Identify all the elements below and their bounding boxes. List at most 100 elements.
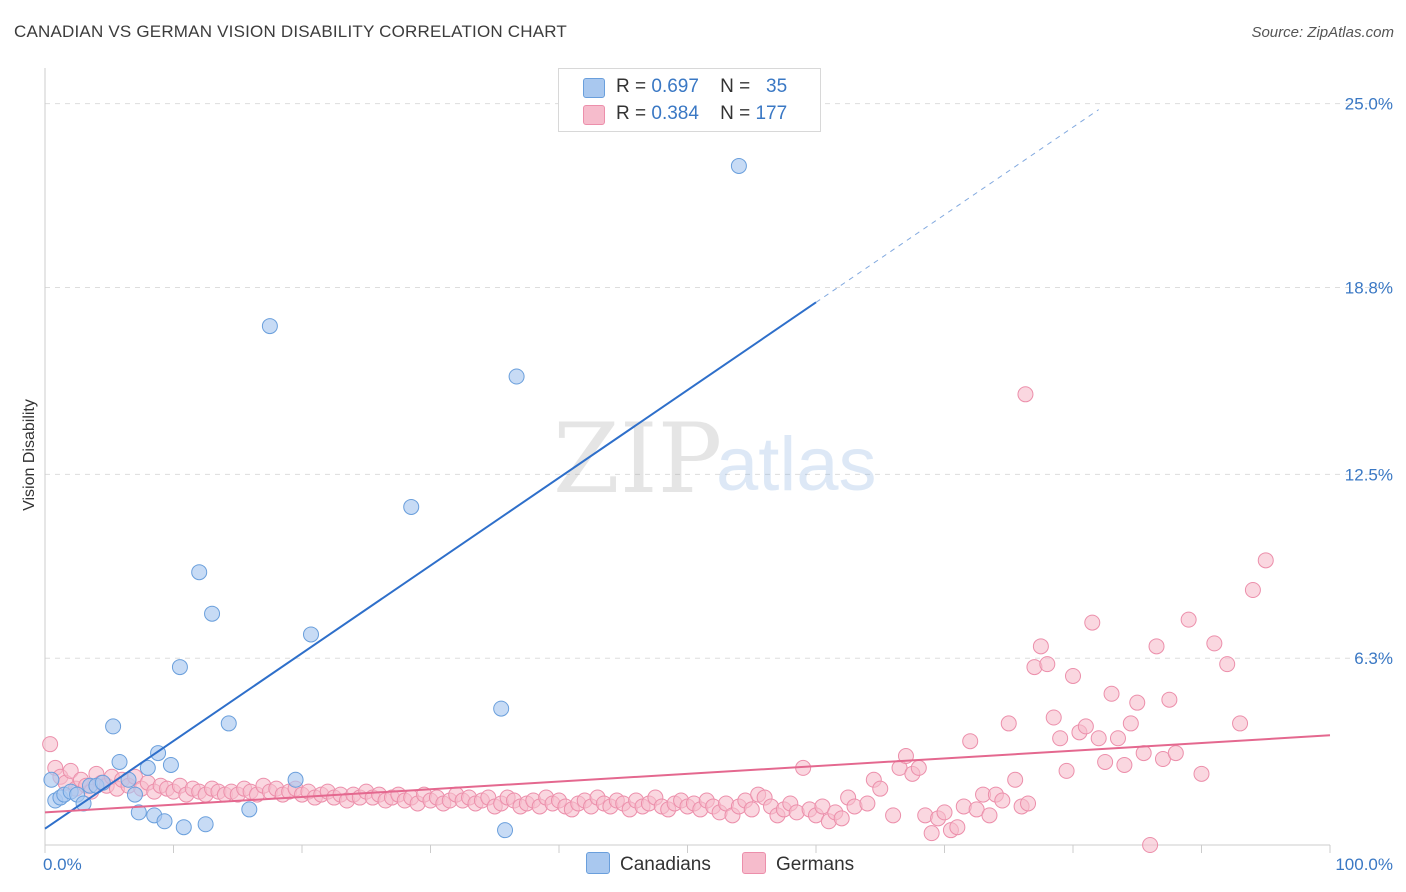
germans-point xyxy=(1020,795,1037,812)
germans-point xyxy=(962,733,979,750)
canadians-point xyxy=(261,318,278,335)
x-tick-label: 100.0% xyxy=(1335,855,1393,874)
germans-point xyxy=(1219,656,1236,673)
germans-point xyxy=(949,819,966,836)
germans-swatch xyxy=(583,105,605,125)
canadians-point xyxy=(171,659,188,676)
canadians-point xyxy=(403,498,420,515)
canadians-point xyxy=(197,816,214,833)
germans-point xyxy=(994,792,1011,809)
canadians-legend-label: Canadians xyxy=(620,854,711,875)
canadians-point xyxy=(287,771,304,788)
legend-n-label: N = xyxy=(720,103,751,124)
canadians-point xyxy=(126,786,143,803)
germans-point xyxy=(1065,667,1081,684)
germans-point xyxy=(1077,718,1094,735)
legend-r-label: R = xyxy=(616,103,647,124)
watermark: ZIP atlas xyxy=(553,403,877,515)
germans-point xyxy=(1232,715,1249,732)
canadians-point xyxy=(241,801,258,818)
germans-point xyxy=(1193,765,1210,782)
trendlines xyxy=(44,109,1331,830)
canadians-swatch xyxy=(583,78,605,98)
canadians-point xyxy=(105,718,122,735)
canadians-point xyxy=(130,804,147,821)
canadians-point xyxy=(156,813,173,830)
germans-point xyxy=(1039,656,1056,673)
canadians-point xyxy=(204,605,221,622)
legend-n-value-canadians: 35 xyxy=(766,76,788,97)
germans-point xyxy=(1058,762,1075,779)
stats-legend: R = 0.697 N = 35 R = 0.384 N = 177 xyxy=(558,68,821,132)
germans-point xyxy=(62,762,79,779)
y-tick-label: 18.8% xyxy=(1345,279,1393,298)
germans-point xyxy=(1122,715,1139,732)
germans-point xyxy=(1032,638,1049,655)
canadians-trendline-extension xyxy=(815,109,1099,303)
canadians-point xyxy=(191,564,208,581)
chart-title: CANADIAN VS GERMAN VISION DISABILITY COR… xyxy=(14,22,568,41)
canadians-legend-swatch xyxy=(586,852,610,874)
watermark-atlas: atlas xyxy=(716,422,877,507)
legend-r-label: R = xyxy=(616,76,647,97)
germans-point xyxy=(1052,730,1069,747)
germans-point xyxy=(1109,730,1126,747)
canadians-points xyxy=(43,157,747,839)
germans-point xyxy=(923,825,940,842)
germans-point xyxy=(1142,837,1159,853)
germans-point xyxy=(743,801,760,818)
legend-n-value-germans: 177 xyxy=(755,103,788,124)
source-label: Source: ZipAtlas.com xyxy=(1251,24,1394,41)
canadians-point xyxy=(220,715,237,732)
y-axis-label: Vision Disability xyxy=(21,399,38,511)
germans-point xyxy=(1103,685,1120,702)
canadians-point xyxy=(508,368,525,385)
y-tick-label: 12.5% xyxy=(1345,465,1393,484)
germans-trendline xyxy=(44,734,1331,814)
canadians-trendline xyxy=(44,301,817,830)
x-tick-label: 0.0% xyxy=(43,855,82,874)
germans-point xyxy=(885,807,902,824)
germans-point xyxy=(1084,614,1101,631)
canadians-point xyxy=(43,771,60,788)
germans-point xyxy=(1017,386,1034,403)
legend-r-value-canadians: 0.697 xyxy=(651,76,699,97)
germans-points xyxy=(42,386,1274,853)
tick-labels: 6.3% 12.5% 18.8% 25.0% 0.0% 100.0% xyxy=(43,95,1393,874)
germans-point xyxy=(1045,709,1062,726)
germans-point xyxy=(1244,581,1261,598)
canadians-point xyxy=(302,626,319,643)
germans-point xyxy=(1129,694,1146,711)
germans-point xyxy=(1167,745,1184,762)
germans-point xyxy=(1148,638,1165,655)
germans-legend-label: Germans xyxy=(776,854,855,875)
germans-point xyxy=(981,807,998,824)
canadians-point xyxy=(493,700,510,717)
legend-r-value-germans: 0.384 xyxy=(651,103,699,124)
germans-point xyxy=(859,795,876,812)
germans-point xyxy=(1116,756,1133,773)
bottom-legend-canadians: Canadians xyxy=(586,852,711,876)
germans-point xyxy=(910,759,927,776)
canadians-point xyxy=(497,822,514,839)
germans-point xyxy=(1090,730,1107,747)
germans-point xyxy=(1206,635,1223,652)
germans-point xyxy=(1257,552,1274,569)
canadians-point xyxy=(94,774,111,791)
canadians-point xyxy=(730,157,747,174)
germans-point xyxy=(1097,753,1114,770)
germans-point xyxy=(42,736,59,753)
canadians-point xyxy=(175,819,192,836)
germans-legend-swatch xyxy=(742,852,766,874)
germans-point xyxy=(936,804,953,821)
canadians-point xyxy=(162,756,179,773)
watermark-zip: ZIP xyxy=(553,403,722,515)
canadians-point xyxy=(111,753,128,770)
germans-point xyxy=(1180,611,1197,628)
bottom-legend-germans: Germans xyxy=(742,852,854,876)
germans-point xyxy=(872,780,889,797)
axes xyxy=(44,68,1331,853)
germans-point xyxy=(833,810,850,827)
y-tick-label: 6.3% xyxy=(1354,649,1393,668)
